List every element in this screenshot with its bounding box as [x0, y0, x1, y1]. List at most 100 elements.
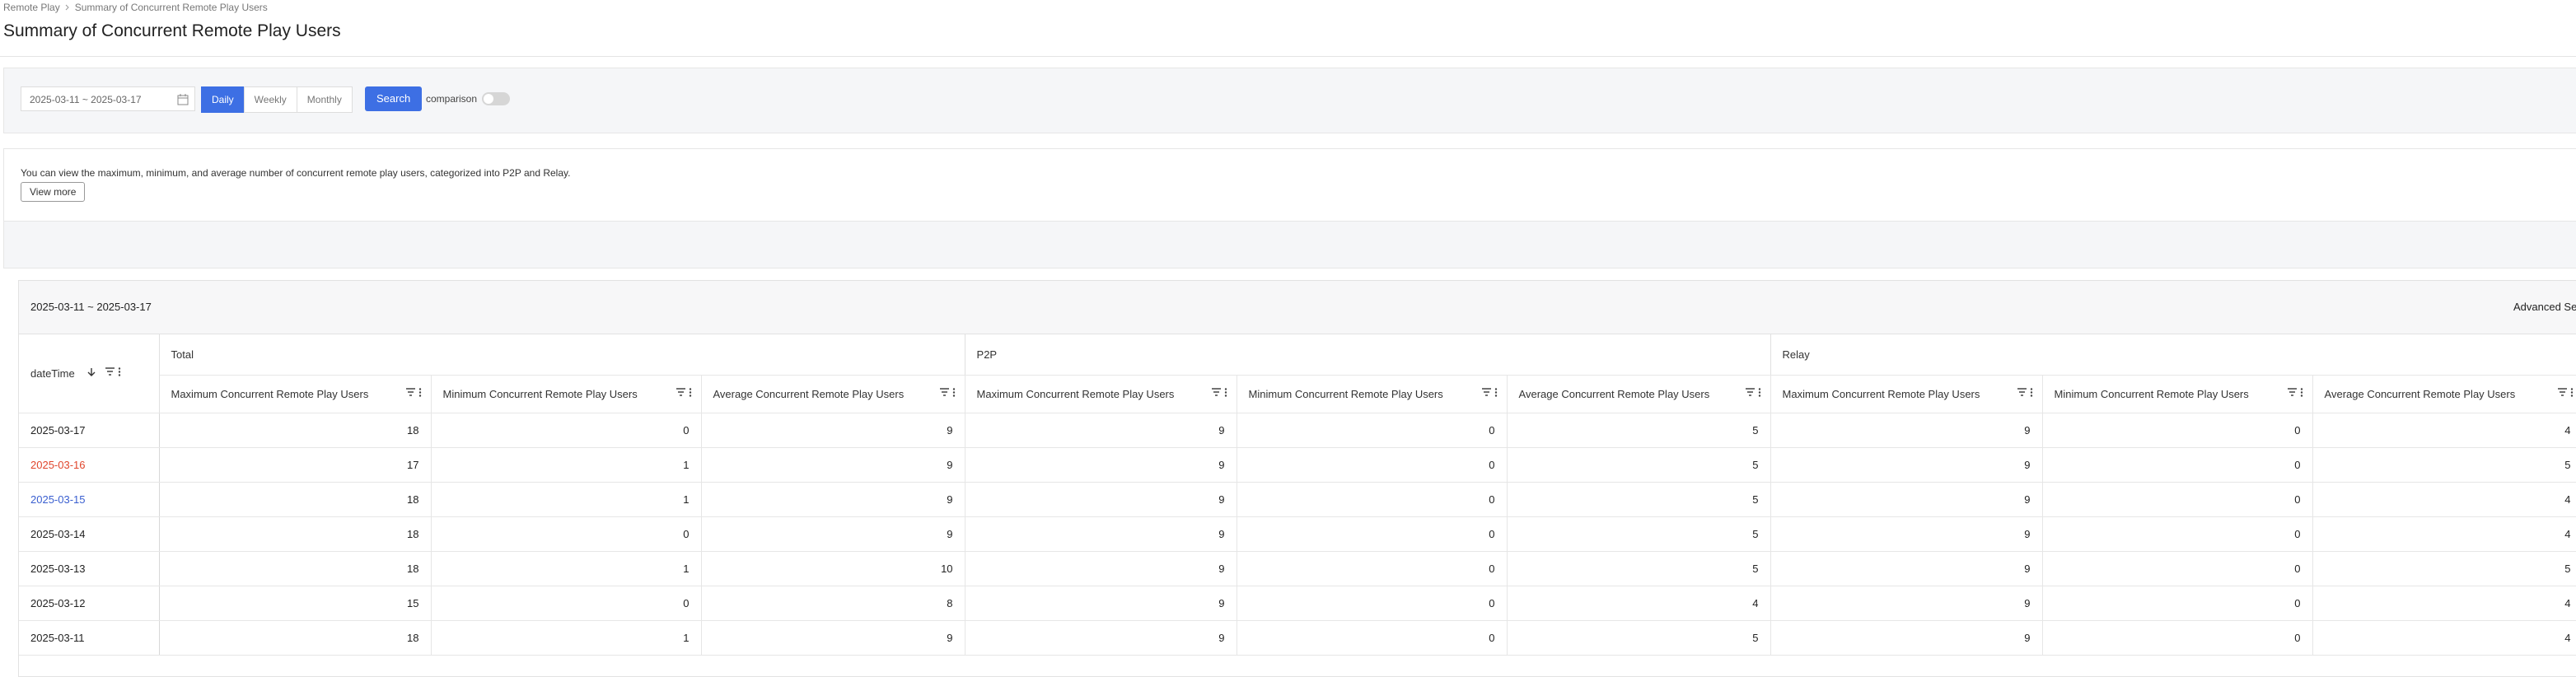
row-value: 0 [2042, 413, 2313, 448]
row-value: 5 [1507, 620, 1771, 656]
breadcrumb-item[interactable]: Remote Play [3, 2, 60, 13]
table-row: 2025-03-15 18 1 9 9 0 5 9 0 4 [19, 482, 2576, 517]
column-header: Average Concurrent Remote Play Users [2312, 375, 2576, 413]
row-value: 4 [2312, 516, 2576, 552]
row-value: 4 [2312, 413, 2576, 448]
row-value: 5 [2312, 447, 2576, 483]
column-header-label: Average Concurrent Remote Play Users [2324, 388, 2516, 400]
row-value: 4 [2312, 586, 2576, 621]
row-value: 4 [1507, 586, 1771, 621]
row-value: 0 [1237, 482, 1508, 517]
column-header: Average Concurrent Remote Play Users [1507, 375, 1771, 413]
row-value: 0 [1237, 620, 1508, 656]
column-header-label: Minimum Concurrent Remote Play Users [2054, 388, 2249, 400]
breadcrumb-item[interactable]: Summary of Concurrent Remote Play Users [74, 2, 268, 13]
comparison-switch[interactable] [482, 92, 510, 105]
divider [0, 56, 2576, 57]
row-value: 8 [701, 586, 965, 621]
table-row: 2025-03-11 18 1 9 9 0 5 9 0 4 [19, 620, 2576, 656]
period-button[interactable]: Monthly [296, 86, 353, 113]
row-value: 0 [1237, 551, 1508, 586]
table-head: dateTime Total P2P Relay Maximum Concurrent… [19, 334, 2576, 413]
row-value: 9 [1770, 447, 2043, 483]
row-value: 0 [431, 586, 702, 621]
row-value: 5 [1507, 413, 1771, 448]
row-value: 9 [701, 413, 965, 448]
row-value: 0 [2042, 551, 2313, 586]
row-value: 9 [1770, 620, 2043, 656]
column-header-icons[interactable] [2287, 388, 2304, 400]
row-value: 9 [965, 482, 1237, 517]
advanced-settings[interactable]: Advanced Se [2513, 301, 2576, 313]
filter-bar: 2025-03-11 ~ 2025-03-17 Daily Weekly Month… [3, 68, 2576, 133]
comparison-label: comparison [426, 93, 478, 105]
column-header: Minimum Concurrent Remote Play Users [1237, 375, 1508, 413]
row-value: 9 [701, 516, 965, 552]
table-row: 2025-03-13 18 1 10 9 0 5 9 0 5 [19, 551, 2576, 586]
column-header-icons[interactable] [405, 388, 423, 400]
column-header-icons[interactable] [2017, 388, 2034, 400]
column-header-icons[interactable] [2557, 388, 2574, 400]
period-button[interactable]: Daily [201, 86, 245, 113]
page-title: Summary of Concurrent Remote Play Users [3, 21, 341, 40]
row-value: 0 [1237, 447, 1508, 483]
breadcrumb: Remote Play Summary of Concurrent Remote … [3, 2, 268, 13]
period-toggle: Daily Weekly Monthly [201, 86, 353, 113]
date-header-wrap: dateTime [30, 367, 147, 380]
info-panel: You can view the maximum, minimum, and a… [3, 148, 2576, 222]
spacer-band [3, 221, 2576, 268]
column-header-label: Average Concurrent Remote Play Users [713, 388, 905, 400]
column-header: Maximum Concurrent Remote Play Users [159, 375, 432, 413]
column-header: Minimum Concurrent Remote Play Users [431, 375, 702, 413]
row-value: 9 [1770, 413, 2043, 448]
row-value: 1 [431, 447, 702, 483]
column-header: Maximum Concurrent Remote Play Users [965, 375, 1237, 413]
column-header-icons[interactable] [1211, 388, 1228, 400]
view-more-button[interactable]: View more [21, 182, 86, 202]
column-header: Minimum Concurrent Remote Play Users [2042, 375, 2313, 413]
row-value: 18 [159, 482, 432, 517]
row-value: 5 [1507, 482, 1771, 517]
row-date: 2025-03-17 [19, 413, 160, 448]
row-date: 2025-03-11 [19, 620, 160, 656]
row-value: 0 [1237, 413, 1508, 448]
row-value: 5 [2312, 551, 2576, 586]
row-value: 10 [701, 551, 965, 586]
column-header-icons[interactable] [939, 388, 956, 400]
column-header-icons[interactable] [676, 388, 693, 400]
row-date: 2025-03-14 [19, 516, 160, 552]
row-value: 0 [2042, 516, 2313, 552]
column-header-label: Average Concurrent Remote Play Users [1518, 388, 1710, 400]
row-value: 5 [1507, 447, 1771, 483]
row-date: 2025-03-16 [19, 447, 160, 483]
row-value: 1 [431, 551, 702, 586]
group-row: dateTime Total P2P Relay [19, 334, 2576, 413]
period-button[interactable]: Weekly [243, 86, 297, 113]
table-range: 2025-03-11 ~ 2025-03-17 [30, 301, 152, 313]
column-header-icons[interactable] [1481, 388, 1498, 400]
row-value: 5 [1507, 551, 1771, 586]
date-header-icons[interactable] [86, 367, 122, 380]
row-value: 9 [965, 413, 1237, 448]
breadcrumb-separator [65, 2, 70, 13]
row-value: 1 [431, 620, 702, 656]
column-header-label: Maximum Concurrent Remote Play Users [1782, 388, 1980, 400]
column-header-icons[interactable] [1745, 388, 1762, 400]
row-value: 0 [431, 516, 702, 552]
row-value: 9 [701, 620, 965, 656]
row-value: 0 [2042, 482, 2313, 517]
column-header-label: Maximum Concurrent Remote Play Users [976, 388, 1175, 400]
row-value: 0 [2042, 447, 2313, 483]
date-range-input[interactable]: 2025-03-11 ~ 2025-03-17 [21, 86, 195, 111]
group-header: P2P [965, 334, 1771, 376]
row-value: 9 [965, 516, 1237, 552]
row-value: 0 [2042, 620, 2313, 656]
search-button[interactable]: Search [365, 86, 423, 111]
row-value: 9 [1770, 482, 2043, 517]
column-header: Maximum Concurrent Remote Play Users [1770, 375, 2043, 413]
row-value: 4 [2312, 482, 2576, 517]
row-value: 9 [701, 482, 965, 517]
column-header-label: Minimum Concurrent Remote Play Users [1248, 388, 1443, 400]
row-date: 2025-03-15 [19, 482, 160, 517]
